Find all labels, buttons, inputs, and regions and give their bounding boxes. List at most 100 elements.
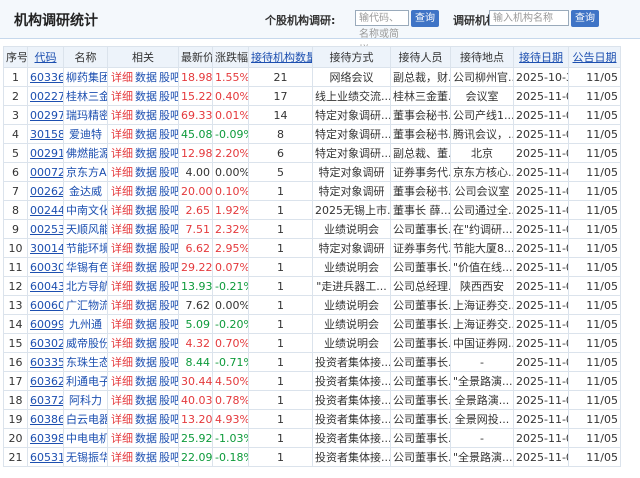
link[interactable]: 详细 <box>111 280 133 293</box>
stock-code[interactable]: 002531 <box>30 222 63 236</box>
org-search-button[interactable]: 查询 <box>571 10 599 27</box>
stock-name[interactable]: 华锡有色 <box>63 257 108 277</box>
link[interactable]: 股吧 <box>159 337 178 350</box>
link[interactable]: 详细 <box>111 375 133 388</box>
link[interactable]: 数据 <box>135 432 157 445</box>
column-header[interactable]: 接待日期 <box>513 46 569 68</box>
link[interactable]: 数据 <box>135 223 157 236</box>
stock-name[interactable]: 金达威 <box>63 181 108 201</box>
link[interactable]: 详细 <box>111 185 133 198</box>
link[interactable]: 股吧 <box>159 451 178 464</box>
stock-name[interactable]: 爱迪特 <box>63 124 108 144</box>
link[interactable]: 股吧 <box>159 223 178 236</box>
stock-code[interactable]: 600435 <box>30 279 63 293</box>
link[interactable]: 股吧 <box>159 356 178 369</box>
link[interactable]: 数据 <box>135 318 157 331</box>
stock-name[interactable]: 威帝股份 <box>63 333 108 353</box>
stock-name[interactable]: 桂林三金 <box>63 86 108 106</box>
stock-name[interactable]: 九州通 <box>63 314 108 334</box>
link[interactable]: 详细 <box>111 318 133 331</box>
stock-code[interactable]: 300140 <box>30 241 63 255</box>
stock-name[interactable]: 佛燃能源 <box>63 143 108 163</box>
stock-name[interactable]: 白云电器 <box>63 409 108 429</box>
stock-name[interactable]: 京东方A <box>63 162 108 182</box>
link[interactable]: 股吧 <box>159 394 178 407</box>
stock-code[interactable]: 603629 <box>30 374 63 388</box>
link[interactable]: 数据 <box>135 299 157 312</box>
stock-name[interactable]: 天顺风能 <box>63 219 108 239</box>
stock-name[interactable]: 阿科力 <box>63 390 108 410</box>
stock-name[interactable]: 利通电子 <box>63 371 108 391</box>
stock-name[interactable]: 瑞玛精密 <box>63 105 108 125</box>
link[interactable]: 详细 <box>111 71 133 84</box>
link[interactable]: 股吧 <box>159 204 178 217</box>
org-search-input[interactable]: 输入机构名称 <box>489 10 569 26</box>
link[interactable]: 数据 <box>135 147 157 160</box>
link[interactable]: 股吧 <box>159 147 178 160</box>
stock-code[interactable]: 603722 <box>30 393 63 407</box>
link[interactable]: 数据 <box>135 337 157 350</box>
link[interactable]: 详细 <box>111 90 133 103</box>
link[interactable]: 详细 <box>111 299 133 312</box>
stock-search-button[interactable]: 查询 <box>411 10 439 27</box>
link[interactable]: 数据 <box>135 166 157 179</box>
stock-code[interactable]: 603861 <box>30 412 63 426</box>
stock-code[interactable]: 301580 <box>30 127 63 141</box>
link[interactable]: 数据 <box>135 394 157 407</box>
link[interactable]: 数据 <box>135 128 157 141</box>
link[interactable]: 详细 <box>111 432 133 445</box>
link[interactable]: 数据 <box>135 356 157 369</box>
stock-code[interactable]: 600998 <box>30 317 63 331</box>
stock-search-input[interactable]: 输代码、名称或简拼 <box>355 10 409 56</box>
link[interactable]: 详细 <box>111 261 133 274</box>
stock-code[interactable]: 002911 <box>30 146 63 160</box>
stock-name[interactable]: 中电电机 <box>63 428 108 448</box>
link[interactable]: 详细 <box>111 166 133 179</box>
stock-name[interactable]: 东珠生态 <box>63 352 108 372</box>
link[interactable]: 数据 <box>135 71 157 84</box>
link[interactable]: 详细 <box>111 356 133 369</box>
stock-code[interactable]: 603023 <box>30 336 63 350</box>
column-header[interactable]: 公告日期 <box>568 46 621 68</box>
link[interactable]: 数据 <box>135 375 157 388</box>
stock-code[interactable]: 603988 <box>30 431 63 445</box>
stock-code[interactable]: 002976 <box>30 108 63 122</box>
link[interactable]: 股吧 <box>159 90 178 103</box>
link[interactable]: 详细 <box>111 413 133 426</box>
link[interactable]: 股吧 <box>159 432 178 445</box>
link[interactable]: 股吧 <box>159 242 178 255</box>
link[interactable]: 股吧 <box>159 413 178 426</box>
link[interactable]: 股吧 <box>159 375 178 388</box>
stock-code[interactable]: 000725 <box>30 165 63 179</box>
link[interactable]: 数据 <box>135 413 157 426</box>
column-header[interactable]: 代码 <box>27 46 64 68</box>
link[interactable]: 股吧 <box>159 71 178 84</box>
link[interactable]: 数据 <box>135 185 157 198</box>
link[interactable]: 数据 <box>135 90 157 103</box>
link[interactable]: 股吧 <box>159 109 178 122</box>
stock-name[interactable]: 柳药集团 <box>63 67 108 87</box>
stock-code[interactable]: 600301 <box>30 260 63 274</box>
stock-name[interactable]: 中南文化 <box>63 200 108 220</box>
link[interactable]: 股吧 <box>159 318 178 331</box>
link[interactable]: 详细 <box>111 242 133 255</box>
link[interactable]: 详细 <box>111 109 133 122</box>
stock-code[interactable]: 002445 <box>30 203 63 217</box>
link[interactable]: 股吧 <box>159 128 178 141</box>
link[interactable]: 详细 <box>111 451 133 464</box>
stock-code[interactable]: 002626 <box>30 184 63 198</box>
stock-name[interactable]: 北方导航 <box>63 276 108 296</box>
stock-code[interactable]: 600603 <box>30 298 63 312</box>
link[interactable]: 股吧 <box>159 166 178 179</box>
link[interactable]: 数据 <box>135 261 157 274</box>
stock-code[interactable]: 603359 <box>30 355 63 369</box>
link[interactable]: 数据 <box>135 451 157 464</box>
link[interactable]: 数据 <box>135 280 157 293</box>
stock-code[interactable]: 605319 <box>30 450 63 464</box>
stock-code[interactable]: 002275 <box>30 89 63 103</box>
link[interactable]: 详细 <box>111 394 133 407</box>
link[interactable]: 数据 <box>135 204 157 217</box>
link[interactable]: 股吧 <box>159 261 178 274</box>
link[interactable]: 详细 <box>111 337 133 350</box>
column-header[interactable]: 接待机构数量 <box>248 46 313 68</box>
